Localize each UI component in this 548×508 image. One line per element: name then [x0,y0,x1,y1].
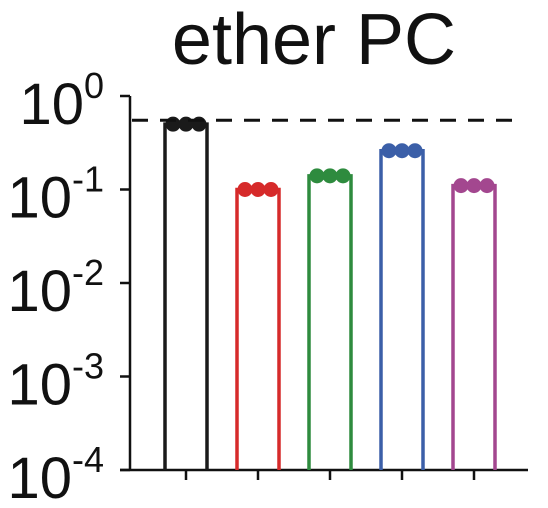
bar [307,174,353,470]
chart-title: ether PC [171,0,457,80]
data-point [322,168,338,184]
y-tick-label-base: 10 [7,353,72,418]
y-tick-label: 10-4 [7,439,104,508]
data-point [309,168,325,184]
x-axis-ticks [184,470,476,480]
data-point [479,178,495,194]
bar [451,183,497,470]
y-tick-label: 10-3 [7,346,104,418]
y-tick-label-base: 10 [19,72,84,137]
y-tick-label: 100 [19,65,104,137]
y-tick-label-exponent: -2 [72,252,104,293]
data-point [335,168,351,184]
data-point [407,143,423,159]
y-tick-label-exponent: 0 [84,65,104,106]
bars-group [163,116,497,470]
y-tick-label-base: 10 [7,259,72,324]
y-tick-label-exponent: -1 [72,159,104,200]
y-tick-label-base: 10 [7,166,72,231]
data-point [250,182,266,197]
data-point [466,178,482,194]
data-point [263,182,279,197]
data-point [237,182,253,197]
data-point [453,178,469,194]
bar [379,148,425,470]
y-tick-label-exponent: -3 [72,346,104,387]
y-tick-label-exponent: -4 [72,439,104,480]
y-tick-label: 10-1 [7,159,104,231]
data-point [394,143,410,159]
data-point [381,143,397,159]
y-tick-label: 10-2 [7,252,104,324]
bar [163,122,209,470]
y-tick-label-base: 10 [7,446,72,508]
bar [235,187,281,470]
